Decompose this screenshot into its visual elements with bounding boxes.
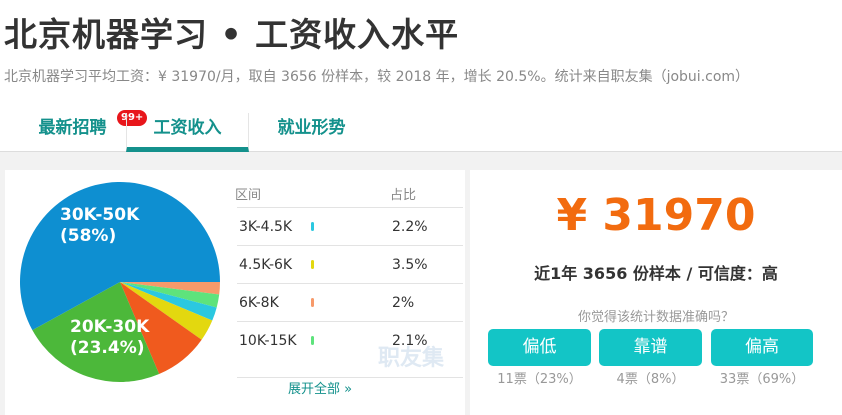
- share-value: 2.1%: [392, 333, 428, 349]
- pie-slice[interactable]: [120, 282, 217, 321]
- count-badge: 99+: [117, 110, 148, 126]
- table-row: 10K-15K 2.1%: [237, 321, 463, 359]
- color-marker: [311, 336, 314, 345]
- tab-bar: 最新招聘 99+ 工资收入 就业形势: [0, 105, 842, 152]
- range-label: 3K-4.5K: [239, 219, 293, 235]
- accuracy-question: 你觉得该统计数据准确吗？: [577, 310, 734, 325]
- tab-label: 工资收入: [153, 118, 222, 138]
- sample-info: 近1年 3656 份样本 / 可信度：高: [534, 264, 778, 283]
- range-label: 10K-15K: [239, 333, 297, 349]
- distribution-card: 30K-50K (58%) 20K-30K (23.4%) 区间 占比 3K-4.5K…: [5, 170, 465, 415]
- tab-employment[interactable]: 就业形势: [250, 113, 373, 152]
- color-marker: [311, 260, 314, 269]
- header-range: 区间: [235, 188, 262, 203]
- summary-card: ¥ 31970 近1年 3656 份样本 / 可信度：高 你觉得该统计数据准确吗…: [470, 170, 842, 415]
- expand-all-link[interactable]: 展开全部 »: [288, 382, 353, 397]
- share-value: 2.2%: [392, 219, 428, 235]
- pie-slice[interactable]: [120, 282, 213, 340]
- salary-pie-chart: 30K-50K(58%) 20K-30K(23.4%): [19, 181, 220, 382]
- vote-low-count: 11票（23%）: [497, 372, 582, 387]
- page-subtitle: 北京机器学习平均工资：¥ 31970/月，取自 3656 份样本，较 2018 …: [4, 69, 750, 85]
- pie-slice[interactable]: [120, 282, 220, 308]
- pie-slice[interactable]: [32, 282, 160, 382]
- slice-label: 20K-30K: [70, 317, 150, 337]
- watermark: 职友集: [378, 346, 445, 371]
- slice-label: (58%): [60, 226, 116, 246]
- share-value: 2%: [392, 295, 415, 311]
- vote-high-count: 33票（69%）: [719, 372, 805, 387]
- vote-accurate-count: 4票（8%）: [616, 372, 685, 387]
- vote-accurate-button[interactable]: 靠谱: [599, 329, 702, 366]
- vote-low-button[interactable]: 偏低: [488, 329, 591, 366]
- pie-slice[interactable]: [120, 282, 220, 295]
- pie-slice[interactable]: [120, 282, 202, 375]
- share-value: 3.5%: [392, 257, 428, 273]
- color-marker: [311, 222, 314, 231]
- color-marker: [311, 298, 314, 307]
- tab-salary[interactable]: 工资收入: [126, 113, 249, 152]
- table-row: 6K-8K 2%: [237, 283, 463, 321]
- tab-latest-jobs[interactable]: 最新招聘 99+: [20, 110, 148, 152]
- slice-label: (23.4%): [70, 338, 145, 358]
- range-label: 4.5K-6K: [239, 257, 293, 273]
- vote-high-button[interactable]: 偏高: [711, 329, 813, 366]
- slice-label: 30K-50K: [60, 205, 140, 225]
- range-label: 6K-8K: [239, 295, 279, 311]
- page-title: 北京机器学习 • 工资收入水平: [4, 15, 460, 54]
- tab-label: 就业形势: [277, 118, 346, 138]
- table-row: 4.5K-6K 3.5%: [237, 245, 463, 283]
- table-row: 3K-4.5K 2.2%: [237, 207, 463, 245]
- header-share: 占比: [390, 188, 417, 203]
- pie-slice[interactable]: [19, 181, 220, 331]
- average-salary: ¥ 31970: [556, 190, 756, 241]
- tab-label: 最新招聘: [38, 118, 107, 138]
